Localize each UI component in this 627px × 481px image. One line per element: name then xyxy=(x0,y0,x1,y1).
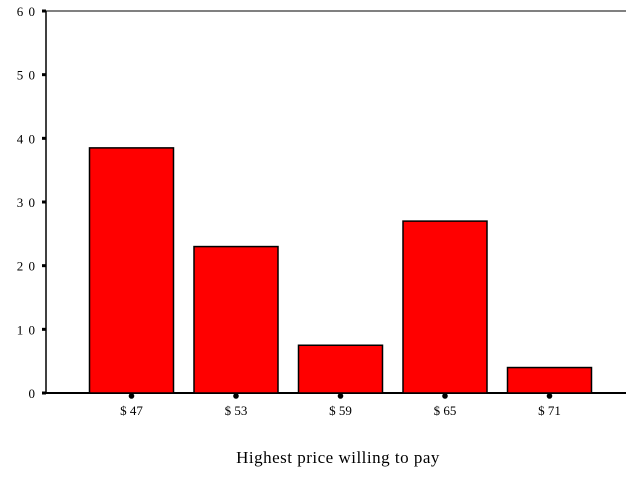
y-tick-label: 1 0 xyxy=(17,322,36,337)
x-tick-mark xyxy=(233,393,239,399)
x-tick-mark xyxy=(337,393,344,399)
x-tick-mark xyxy=(546,393,553,399)
x-tick-mark xyxy=(128,393,135,399)
y-tick-label: 6 0 xyxy=(17,4,36,19)
y-tick-label: 3 0 xyxy=(17,195,36,210)
x-tick-label: $ 53 xyxy=(225,403,248,418)
bar xyxy=(402,220,488,394)
y-tick-label: 2 0 xyxy=(17,259,36,274)
bar xyxy=(297,344,384,394)
x-axis-label: Highest price willing to pay xyxy=(236,448,440,467)
x-tick-label: $ 47 xyxy=(120,403,143,418)
y-tick-label: 5 0 xyxy=(17,68,36,83)
y-tick-label: 4 0 xyxy=(17,131,36,146)
ticks: 0 1 0 2 0 3 0 4 0 5 0 6 0 $ 47 $ 53 $ 59 $ 65 $ 71 xyxy=(17,4,561,418)
x-tick-label: $ 71 xyxy=(538,403,561,418)
x-tick-mark xyxy=(442,393,448,399)
bar xyxy=(506,366,593,394)
bars xyxy=(88,147,593,394)
y-tick-label: 0 xyxy=(29,386,37,401)
x-tick-label: $ 59 xyxy=(329,403,352,418)
x-tick-label: $ 65 xyxy=(434,403,457,418)
bar xyxy=(193,245,279,394)
bar xyxy=(88,147,175,394)
